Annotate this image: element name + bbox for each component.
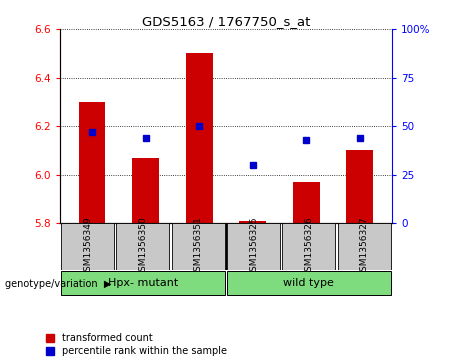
Bar: [116, 223, 170, 270]
Bar: [171, 223, 225, 270]
Text: GSM1356350: GSM1356350: [138, 216, 148, 277]
Text: Hpx- mutant: Hpx- mutant: [108, 278, 178, 287]
Bar: [227, 223, 280, 270]
Bar: [239, 221, 266, 223]
Text: wild type: wild type: [284, 278, 334, 287]
Bar: [79, 102, 106, 223]
Title: GDS5163 / 1767750_s_at: GDS5163 / 1767750_s_at: [142, 15, 310, 28]
Bar: [61, 223, 114, 270]
Text: GSM1356325: GSM1356325: [249, 216, 258, 277]
Bar: [282, 223, 336, 270]
Text: GSM1356351: GSM1356351: [194, 216, 203, 277]
Bar: [337, 223, 391, 270]
Legend: transformed count, percentile rank within the sample: transformed count, percentile rank withi…: [47, 333, 227, 356]
Text: GSM1356327: GSM1356327: [360, 216, 369, 277]
Text: genotype/variation  ▶: genotype/variation ▶: [5, 279, 111, 289]
Bar: [227, 271, 391, 295]
Text: GSM1356326: GSM1356326: [304, 216, 313, 277]
Bar: [346, 150, 373, 223]
Bar: [61, 271, 225, 295]
Bar: [293, 182, 319, 223]
Bar: [186, 53, 213, 223]
Bar: [132, 158, 159, 223]
Text: GSM1356349: GSM1356349: [83, 216, 92, 277]
